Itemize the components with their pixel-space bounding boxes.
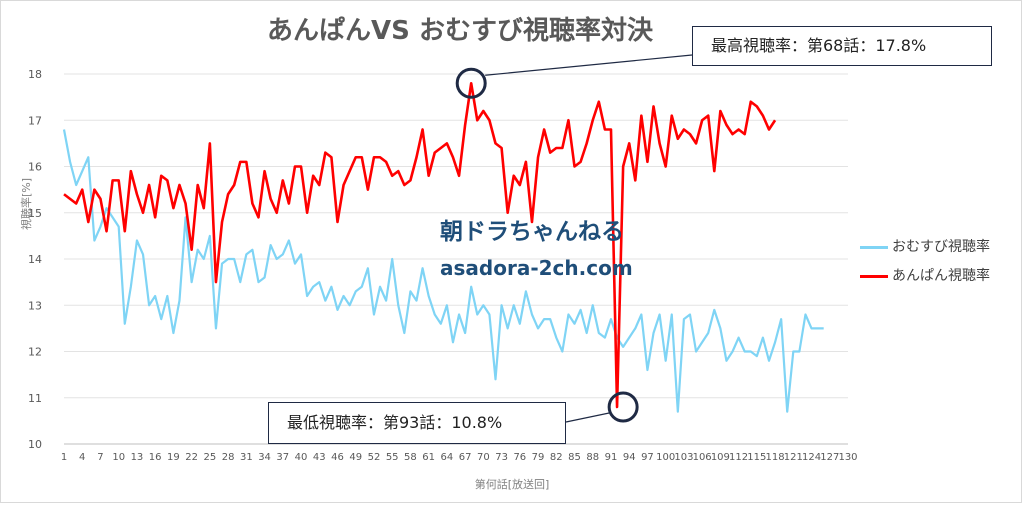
x-tick-label-106: 106 (693, 452, 712, 463)
x-tick-label-85: 85 (568, 452, 581, 463)
x-tick-label-37: 37 (276, 452, 289, 463)
min-marker-circle (607, 391, 639, 423)
y-tick-label-12: 12 (28, 346, 42, 359)
x-tick-label-61: 61 (422, 452, 435, 463)
x-tick-label-1: 1 (61, 452, 67, 463)
x-tick-label-31: 31 (240, 452, 253, 463)
x-tick-label-25: 25 (203, 452, 216, 463)
x-tick-label-16: 16 (149, 452, 162, 463)
x-tick-label-124: 124 (802, 452, 821, 463)
x-tick-label-73: 73 (495, 452, 508, 463)
max-marker-circle (455, 67, 487, 99)
y-tick-label-18: 18 (28, 68, 42, 81)
x-tick-label-76: 76 (513, 452, 526, 463)
x-tick-label-7: 7 (97, 452, 103, 463)
x-tick-label-49: 49 (349, 452, 362, 463)
x-tick-label-115: 115 (747, 452, 766, 463)
series-line-anpan (63, 81, 777, 409)
y-tick-label-13: 13 (28, 299, 42, 312)
y-tick-label-16: 16 (28, 161, 42, 174)
x-tick-label-127: 127 (820, 452, 839, 463)
min-rating-callout: 最低視聴率：第93話：10.8% (268, 402, 566, 444)
min-leader-line (565, 412, 610, 423)
x-tick-label-130: 130 (838, 452, 857, 463)
x-tick-label-97: 97 (641, 452, 654, 463)
max-leader-line (485, 54, 693, 76)
x-tick-label-94: 94 (623, 452, 636, 463)
x-tick-label-100: 100 (656, 452, 675, 463)
x-tick-label-34: 34 (258, 452, 271, 463)
legend-label-anpan: あんぱん視聴率 (892, 268, 990, 284)
x-tick-label-109: 109 (711, 452, 730, 463)
x-tick-label-10: 10 (112, 452, 125, 463)
watermark-url: asadora-2ch.com (440, 256, 633, 280)
x-tick-label-52: 52 (368, 452, 381, 463)
y-tick-label-17: 17 (28, 114, 42, 127)
x-tick-label-22: 22 (185, 452, 198, 463)
legend-swatch-omusubi (860, 245, 888, 249)
x-tick-label-103: 103 (674, 452, 693, 463)
legend-swatch-anpan (860, 274, 888, 278)
x-axis-label: 第何話[放送回] (474, 478, 550, 491)
x-tick-label-64: 64 (441, 452, 454, 463)
chart-title: あんぱんVS おむすび視聴率対決 (267, 16, 653, 46)
x-tick-label-46: 46 (331, 452, 344, 463)
x-tick-label-28: 28 (222, 452, 235, 463)
x-tick-label-88: 88 (586, 452, 599, 463)
x-tick-label-43: 43 (313, 452, 326, 463)
x-tick-label-112: 112 (729, 452, 748, 463)
x-tick-label-58: 58 (404, 452, 417, 463)
y-axis-label: 視聴率[%] (20, 177, 33, 230)
y-tick-label-11: 11 (28, 392, 42, 405)
x-tick-label-55: 55 (386, 452, 399, 463)
legend-item-omusubi: おむすび視聴率 (860, 236, 990, 256)
y-tick-label-14: 14 (28, 253, 42, 266)
x-tick-label-79: 79 (532, 452, 545, 463)
x-tick-label-121: 121 (784, 452, 803, 463)
y-tick-label-10: 10 (28, 438, 42, 451)
watermark-title: 朝ドラちゃんねる (440, 219, 624, 245)
x-tick-label-40: 40 (295, 452, 308, 463)
max-rating-callout: 最高視聴率：第68話：17.8% (692, 26, 992, 66)
y-tick-label-15: 15 (28, 207, 42, 220)
legend-label-omusubi: おむすび視聴率 (892, 239, 990, 255)
x-tick-label-13: 13 (131, 452, 144, 463)
x-tick-label-4: 4 (79, 452, 85, 463)
x-tick-label-70: 70 (477, 452, 490, 463)
x-tick-label-67: 67 (459, 452, 472, 463)
series-line-omusubi (62, 129, 824, 413)
x-tick-label-19: 19 (167, 452, 180, 463)
x-tick-label-91: 91 (605, 452, 618, 463)
x-tick-label-82: 82 (550, 452, 563, 463)
x-tick-label-118: 118 (766, 452, 785, 463)
legend-item-anpan: あんぱん視聴率 (860, 265, 990, 285)
